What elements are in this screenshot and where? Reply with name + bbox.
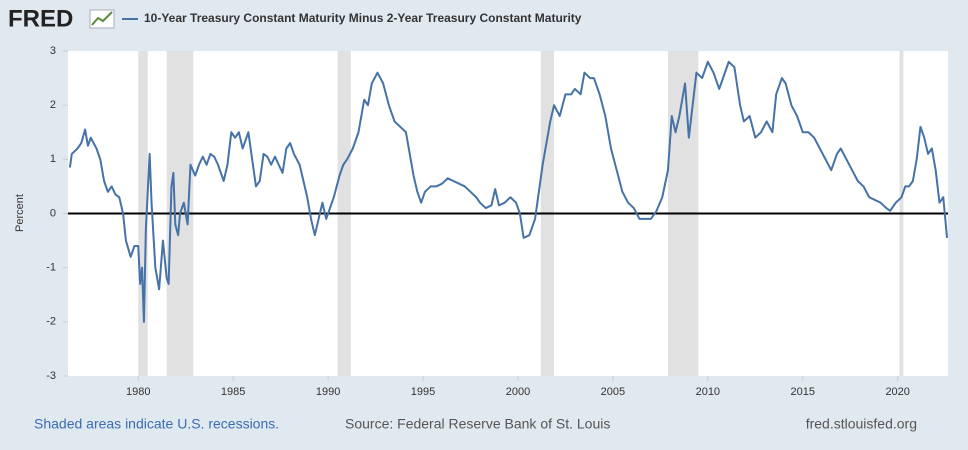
footnote: Shaded areas indicate U.S. recessions. (34, 416, 279, 432)
x-tick-label: 2005 (601, 386, 625, 398)
y-tick-label: 2 (50, 99, 56, 111)
x-tick-label: 2015 (791, 386, 815, 398)
y-tick-label: -2 (46, 316, 56, 328)
x-tick-label: 2020 (885, 386, 909, 398)
x-tick-label: 1985 (221, 386, 245, 398)
x-tick-label: 1980 (126, 386, 150, 398)
x-tick-label: 1995 (411, 386, 435, 398)
source: Source: Federal Reserve Bank of St. Loui… (345, 416, 610, 432)
logo-icon (89, 9, 115, 29)
y-tick-label: -3 (46, 370, 56, 382)
y-tick-label: 1 (50, 153, 56, 165)
logo: FRED (8, 5, 73, 32)
y-axis-label: Percent (14, 194, 26, 232)
x-tick-label: 2000 (506, 386, 530, 398)
y-tick-label: 3 (50, 45, 56, 57)
y-tick-label: -1 (46, 262, 56, 274)
legend-label: 10-Year Treasury Constant Maturity Minus… (144, 11, 582, 25)
website: fred.stlouisfed.org (806, 416, 917, 432)
y-tick-label: 0 (50, 207, 56, 219)
x-tick-label: 1990 (316, 386, 340, 398)
x-tick-label: 2010 (696, 386, 720, 398)
series-line (68, 60, 949, 323)
